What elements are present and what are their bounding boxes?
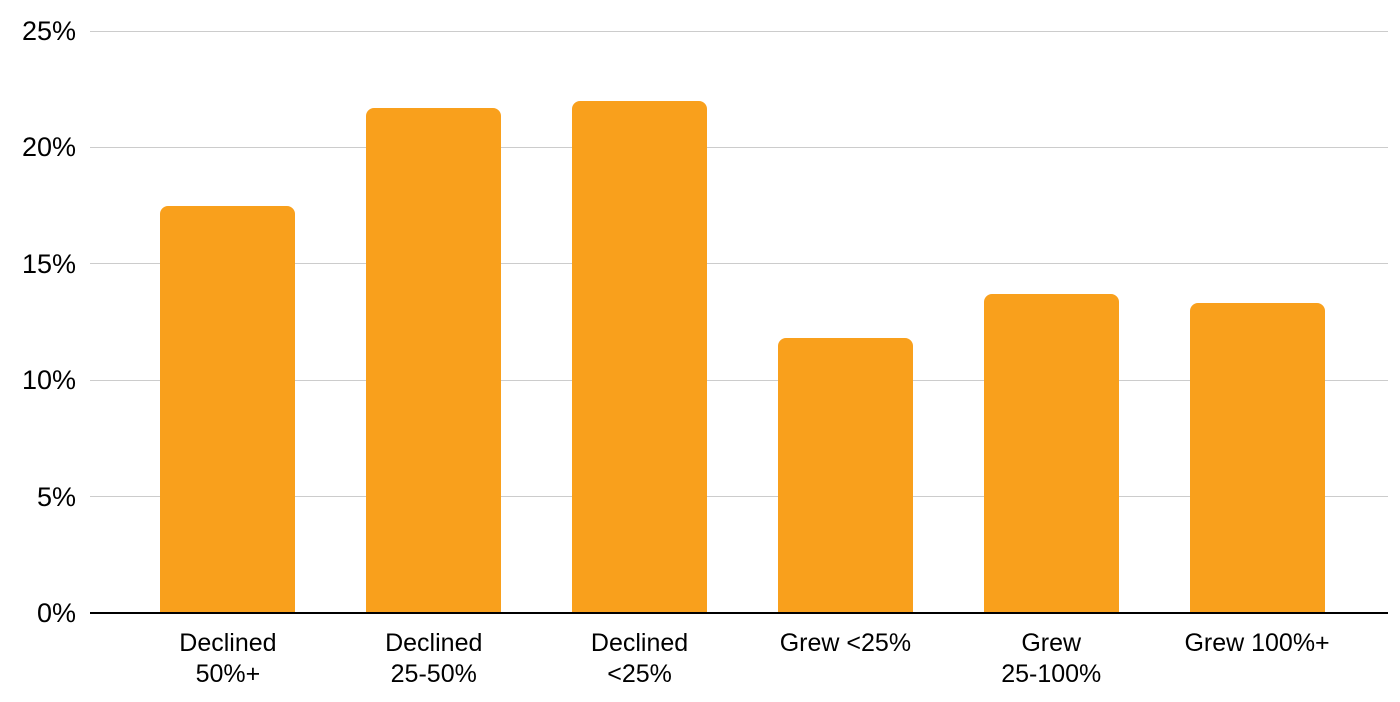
bar-declined-25: [572, 101, 708, 613]
x-axis-labels: Declined 50%+ Declined 25-50% Declined <25…: [125, 628, 1360, 690]
x-axis-line: [90, 612, 1388, 614]
y-axis-tick-label: 0%: [36, 598, 76, 628]
y-axis-tick-label: 10%: [21, 365, 76, 396]
bar-column: [1154, 303, 1360, 613]
y-axis-tick-label: 5%: [36, 481, 76, 512]
bar-column: [331, 108, 537, 613]
y-axis-tick-label: 25%: [21, 16, 76, 46]
bar-column: [537, 101, 743, 613]
bar-grew-100: [1189, 303, 1325, 613]
gridline: [90, 146, 1388, 148]
bars-row: [125, 31, 1360, 613]
gridline: [90, 496, 1388, 498]
bar-declined-50: [160, 206, 296, 613]
gridline: [90, 263, 1388, 265]
x-axis-category-label: Declined 50%+: [179, 629, 277, 688]
bar-column: [948, 294, 1154, 613]
bar-column: [742, 338, 948, 613]
y-axis-tick-label: 15%: [21, 248, 76, 279]
bar-grew-25: [777, 338, 913, 613]
bar-declined-25-50: [366, 108, 502, 613]
y-axis-tick-label: 20%: [21, 132, 76, 163]
x-axis-category-label: Grew 100%+: [1184, 629, 1330, 657]
x-axis-category-label: Declined <25%: [590, 629, 689, 688]
x-axis-category-label: Grew 25-100%: [1001, 629, 1102, 688]
gridline: [90, 30, 1388, 32]
x-axis-category-label: Grew <25%: [779, 629, 912, 657]
x-axis-category-label: Declined 25-50%: [385, 629, 483, 688]
bar-column: [125, 206, 331, 613]
bar-grew-25-100: [983, 294, 1119, 613]
gridline: [90, 379, 1388, 381]
